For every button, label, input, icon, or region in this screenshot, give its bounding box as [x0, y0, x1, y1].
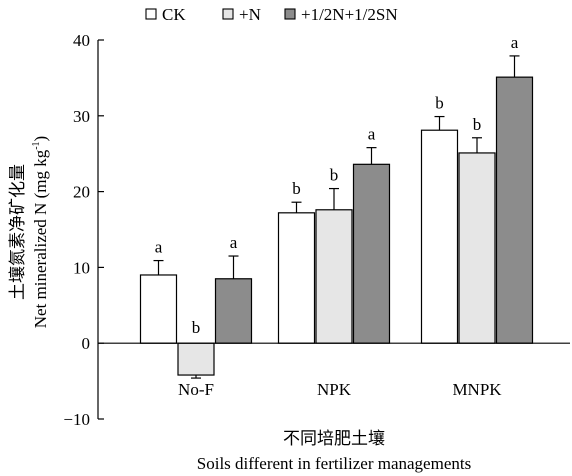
- bar: [315, 209, 353, 344]
- significance-letter: b: [292, 179, 301, 198]
- x-axis-title-en: Soils different in fertilizer management…: [197, 454, 471, 473]
- significance-letter: a: [511, 33, 519, 52]
- x-tick-label: MNPK: [452, 380, 502, 399]
- bar: [352, 163, 391, 344]
- y-axis-title-cn: 土壤氮素净矿化量: [7, 164, 27, 300]
- legend-swatch: [222, 8, 234, 20]
- bars: a b b b b b a a a: [139, 33, 534, 379]
- significance-letter: a: [230, 233, 238, 252]
- significance-letter: b: [192, 318, 201, 337]
- bar: [177, 342, 215, 376]
- significance-letter: b: [330, 166, 339, 185]
- significance-letter: a: [368, 125, 376, 144]
- bar: [458, 152, 496, 344]
- y-tick-label: 20: [73, 183, 90, 202]
- x-axis-title-cn: 不同培肥土壤: [283, 428, 385, 448]
- y-axis-title-en-main: Net mineralized N (mg kg: [31, 149, 50, 328]
- significance-letter: b: [473, 115, 482, 134]
- y-tick-label: −10: [63, 410, 90, 429]
- bar: [277, 212, 316, 344]
- legend-swatch: [284, 8, 296, 20]
- legend: CK +N +1/2N+1/2SN: [145, 5, 398, 24]
- y-axis-title-en-close: ): [31, 136, 50, 142]
- legend-label: CK: [162, 5, 186, 24]
- x-tick-label: NPK: [317, 380, 352, 399]
- legend-label: +N: [239, 5, 261, 24]
- bar: [420, 129, 459, 344]
- bar: [139, 274, 178, 344]
- y-axis-title-en-sup: -1: [31, 141, 42, 149]
- y-axis-title-en: Net mineralized N (mg kg-1): [31, 136, 50, 328]
- y-tick-label: 0: [82, 334, 91, 353]
- legend-label: +1/2N+1/2SN: [301, 5, 398, 24]
- bar: [495, 76, 534, 344]
- significance-letter: a: [155, 238, 163, 257]
- y-tick-label: 40: [73, 31, 90, 50]
- legend-swatch: [145, 8, 157, 20]
- axes: −10 0 10 20 30 40 No-F NPK MNPK: [63, 31, 570, 429]
- y-tick-label: 10: [73, 258, 90, 277]
- x-tick-label: No-F: [178, 380, 214, 399]
- y-tick-label: 30: [73, 107, 90, 126]
- bar: [214, 278, 253, 344]
- significance-letter: b: [435, 94, 444, 113]
